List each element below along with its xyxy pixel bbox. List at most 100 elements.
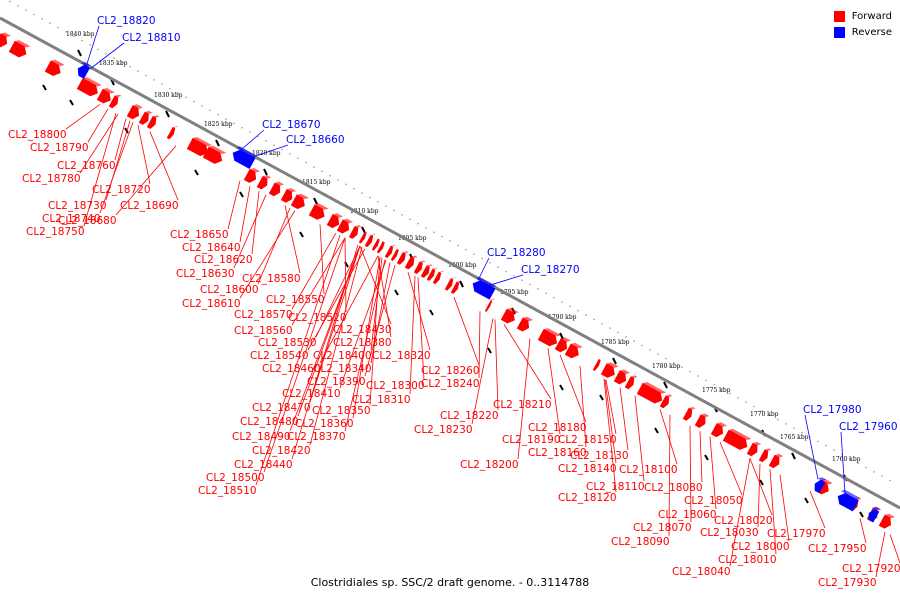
ruler-dot	[385, 205, 387, 208]
ruler-dot	[313, 166, 315, 168]
gene-label-forward: CL2_18230	[414, 424, 473, 436]
tick-label: 1775 kbp	[702, 387, 731, 394]
forward-gene-arrow	[624, 375, 638, 390]
ruler-dot	[657, 353, 659, 356]
leader-line	[227, 180, 241, 230]
ruler-dot	[449, 240, 451, 242]
forward-gene-arrow	[694, 413, 710, 428]
gene-label-forward: CL2_18190	[502, 434, 561, 446]
ruler-dot	[777, 418, 779, 421]
feature-mark	[429, 309, 434, 316]
leader-line	[263, 237, 346, 473]
forward-gene-arrow	[384, 244, 396, 258]
gene-label-forward: CL2_18540	[250, 350, 309, 362]
leader-line	[105, 120, 131, 201]
tick-label: 1780 kbp	[652, 363, 681, 370]
ruler-dot	[857, 462, 859, 465]
gene-label-forward: CL2_18380	[333, 337, 392, 349]
forward-gene-arrow	[682, 407, 696, 421]
ruler-dot	[401, 213, 403, 216]
gene-label-forward: CL2_18680	[58, 215, 117, 227]
gene-label-forward: CL2_18110	[586, 481, 645, 493]
ruler-dot	[9, 0, 11, 3]
leader-line	[369, 256, 381, 406]
leader-line	[605, 379, 617, 435]
ruler-dot	[473, 253, 475, 255]
feature-mark	[704, 454, 709, 461]
gene-label-forward: CL2_18480	[240, 416, 299, 428]
leader-line	[729, 458, 751, 567]
ruler-dot	[161, 83, 163, 86]
ruler-dot	[769, 414, 771, 417]
reverse-gene-arrow	[868, 506, 881, 523]
ruler-dot	[33, 13, 35, 16]
leader-line	[668, 414, 671, 537]
feature-mark	[394, 289, 399, 296]
gene-label-forward: CL2_18390	[307, 376, 366, 388]
tick-mark	[77, 49, 82, 57]
leader-line	[547, 348, 561, 435]
forward-gene-arrow	[878, 513, 896, 529]
ruler-dot	[233, 122, 235, 125]
legend-forward-label: Forward	[851, 10, 892, 22]
gene-label-forward: CL2_18520	[288, 312, 347, 324]
tick-label: 1835 kbp	[99, 60, 128, 67]
gene-label-forward: CL2_18420	[252, 445, 311, 457]
gene-label-forward: CL2_18730	[48, 200, 107, 212]
leader-line	[579, 365, 587, 448]
ruler-dot	[41, 17, 43, 20]
feature-mark	[239, 191, 244, 198]
ruler-dot	[785, 423, 787, 425]
forward-gene-arrow	[202, 145, 227, 164]
gene-label-reverse: CL2_18670	[262, 119, 321, 131]
tick-label: 1825 kbp	[204, 121, 233, 128]
gene-label-reverse: CL2_18270	[521, 264, 580, 276]
ruler-dot	[81, 39, 83, 42]
leader-line	[85, 25, 100, 67]
ruler-dot	[305, 161, 307, 164]
legend-reverse-label: Reverse	[851, 26, 892, 38]
tick-label: 1795 kbp	[500, 289, 529, 296]
reverse-swatch	[833, 26, 845, 38]
gene-label-forward: CL2_18040	[672, 566, 731, 578]
gene-label-forward: CL2_18500	[206, 472, 265, 484]
gene-label-forward: CL2_18550	[266, 294, 325, 306]
forward-swatch	[833, 10, 845, 22]
gene-label-forward: CL2_18320	[372, 350, 431, 362]
leader-line	[603, 378, 617, 493]
forward-gene-arrow	[326, 213, 344, 229]
ruler-dot	[849, 457, 851, 460]
leader-line	[83, 113, 117, 227]
ruler-dot	[873, 470, 875, 473]
gene-arrows	[0, 32, 896, 529]
leader-line	[257, 207, 291, 285]
gene-label-forward: CL2_17970	[767, 528, 826, 540]
gene-label-reverse: CL2_17960	[839, 421, 898, 433]
feature-mark	[599, 394, 604, 401]
gene-label-forward: CL2_18790	[30, 142, 89, 154]
ruler-dot	[721, 388, 723, 390]
leader-line	[344, 237, 347, 313]
gene-label-forward: CL2_18070	[633, 522, 692, 534]
forward-gene-arrow	[420, 264, 433, 278]
forward-gene-arrow	[336, 218, 354, 234]
leader-line	[377, 255, 392, 338]
ruler-dot	[273, 144, 275, 147]
forward-gene-arrow	[413, 260, 426, 275]
forward-gene-arrow	[138, 110, 153, 125]
forward-gene-arrow	[371, 237, 382, 251]
gene-label-forward: CL2_18750	[26, 226, 85, 238]
ruler-dot	[817, 440, 819, 443]
gene-label-reverse: CL2_17980	[803, 404, 862, 416]
leader-line	[239, 210, 296, 299]
feature-mark	[804, 497, 809, 504]
ruler-dot	[369, 196, 371, 199]
leader-line	[757, 463, 761, 528]
ruler-dot	[529, 283, 531, 286]
ruler-dot	[633, 340, 635, 343]
forward-gene-arrow	[96, 87, 115, 104]
gene-label-forward: CL2_18150	[558, 434, 617, 446]
gene-label-forward: CL2_18120	[558, 492, 617, 504]
forward-gene-arrow	[613, 369, 631, 385]
ruler-dot	[225, 118, 227, 120]
